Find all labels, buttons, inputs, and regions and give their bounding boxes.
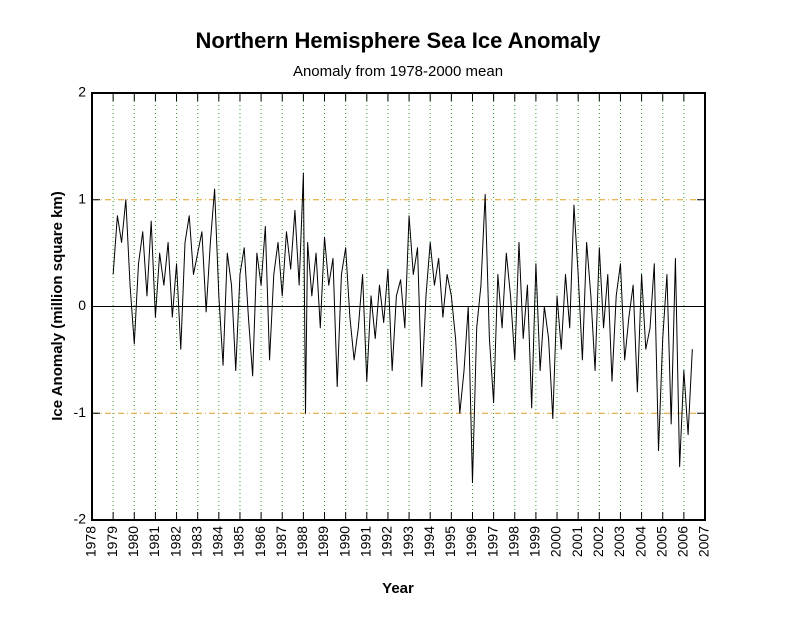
x-tick-label: 1996	[463, 526, 479, 557]
plot-frame	[91, 92, 706, 521]
x-tick-label: 2000	[548, 526, 564, 557]
x-tick-label: 1998	[505, 526, 521, 557]
y-tick-label: 0	[78, 297, 86, 313]
x-tick-label: 1989	[315, 526, 331, 557]
y-tick-label: -2	[74, 511, 87, 527]
x-tick-label: 1983	[188, 526, 204, 557]
x-tick-label: 2005	[653, 526, 669, 557]
y-axis-label: Ice Anomaly (million square km)	[49, 191, 66, 421]
x-tick-label: 1984	[210, 526, 226, 557]
data-line	[112, 172, 693, 484]
x-tick-label: 2001	[569, 526, 585, 557]
x-tick-label: 1988	[294, 526, 310, 557]
x-axis-label: Year	[382, 580, 414, 597]
x-tick-label: 1982	[167, 526, 183, 557]
x-tick-label: 1999	[527, 526, 543, 557]
x-tick-label: 2003	[611, 526, 627, 557]
x-tick-label: 2002	[590, 526, 606, 557]
y-tick-label: 1	[78, 190, 86, 206]
x-tick-label: 2007	[696, 526, 712, 557]
x-tick-label: 1981	[146, 526, 162, 557]
x-tick-label: 1987	[273, 526, 289, 557]
x-tick-label: 1993	[400, 526, 416, 557]
y-tick-label: -1	[74, 404, 87, 420]
chart-title: Northern Hemisphere Sea Ice Anomaly	[195, 28, 601, 53]
x-tick-label: 1992	[379, 526, 395, 557]
x-tick-label: 1980	[125, 526, 141, 557]
x-tick-label: 1979	[104, 526, 120, 557]
chart-subtitle: Anomaly from 1978-2000 mean	[293, 63, 503, 80]
y-tick-label: 2	[78, 84, 86, 100]
x-tick-label: 1986	[252, 526, 268, 557]
x-tick-label: 1997	[484, 526, 500, 557]
x-tick-label: 1978	[83, 526, 99, 557]
x-tick-label: 1995	[442, 526, 458, 557]
x-tick-label: 1991	[357, 526, 373, 557]
x-tick-label: 1994	[421, 526, 437, 557]
x-tick-label: 2006	[675, 526, 691, 557]
x-tick-label: 1985	[231, 526, 247, 557]
x-tick-label: 2004	[632, 526, 648, 557]
x-tick-label: 1990	[336, 526, 352, 557]
